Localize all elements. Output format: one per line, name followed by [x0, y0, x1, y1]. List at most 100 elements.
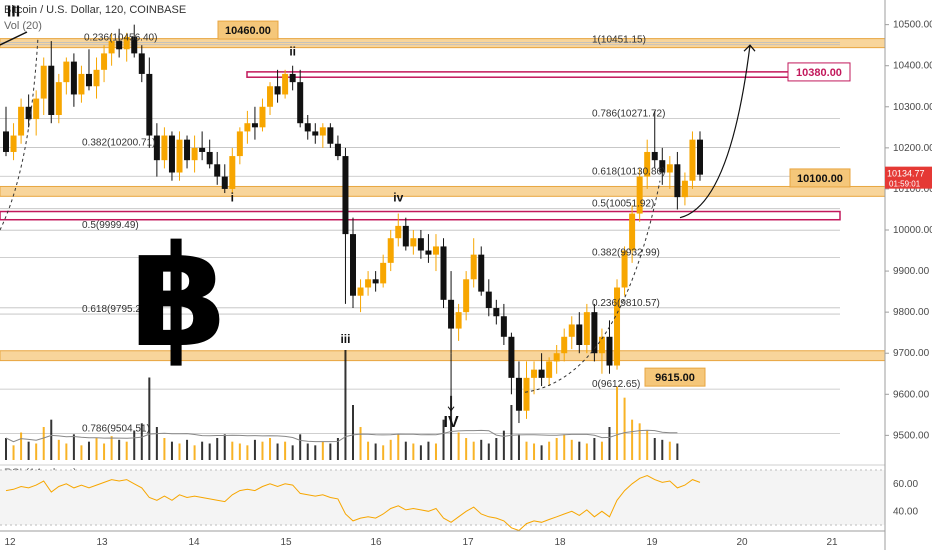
- volume-bar: [20, 432, 23, 460]
- candle-body: [63, 61, 70, 83]
- price-tick-label: 10300.00: [893, 102, 932, 113]
- candle-body: [131, 36, 138, 54]
- volume-bar: [246, 445, 249, 460]
- price-tick-label: 10500.00: [893, 20, 932, 31]
- candle-body: [651, 151, 658, 161]
- volume-bar: [35, 443, 38, 460]
- candle-body: [25, 106, 32, 120]
- volume-bar: [638, 423, 641, 460]
- volume-bar: [434, 443, 437, 460]
- volume-bar: [50, 419, 53, 460]
- volume-bar: [367, 441, 370, 460]
- bitcoin-glyph: ฿: [130, 216, 227, 379]
- fib-label: 0.5(9999.49): [82, 220, 139, 231]
- level-tag-text: 10460.00: [225, 25, 271, 37]
- time-tick-label: 14: [188, 537, 200, 548]
- candle-body: [629, 213, 636, 251]
- candle-body: [666, 164, 673, 173]
- volume-bar: [216, 438, 219, 460]
- resistance-box: [246, 71, 840, 78]
- candle-body: [3, 131, 9, 152]
- volume-bar: [646, 430, 649, 460]
- candle-body: [485, 291, 492, 309]
- projection-arrowhead: [743, 44, 756, 52]
- symbol-title: Bitcoin / U.S. Dollar, 120, COINBASE: [4, 4, 187, 16]
- candle-body: [674, 164, 681, 198]
- wave-label: ii: [289, 44, 296, 58]
- candle-body: [523, 377, 530, 411]
- volume-bar: [359, 427, 362, 460]
- wave-label: III: [7, 3, 20, 20]
- fib-label: 0.618(9795.27): [82, 304, 150, 315]
- volume-bar: [103, 443, 106, 460]
- wave-trend-line: [0, 31, 28, 46]
- price-tick-label: 9500.00: [893, 430, 930, 441]
- fib-label: 0.618(10130.86): [592, 166, 665, 177]
- bitcoin-logo: ฿: [130, 216, 227, 379]
- volume-bar: [600, 441, 603, 460]
- candle-body: [425, 250, 432, 255]
- volume-bar: [389, 439, 392, 460]
- volume-bar: [306, 443, 309, 460]
- volume-bar: [314, 445, 317, 460]
- candle-body: [236, 131, 243, 157]
- candle-body: [342, 156, 349, 235]
- candle-body: [267, 86, 274, 107]
- current-price-countdown: 01:59:01: [889, 180, 921, 189]
- time-tick-label: 19: [646, 537, 658, 548]
- fib-label: 0.786(9504.51): [82, 424, 150, 435]
- candle-body: [470, 254, 477, 280]
- wave-label: IV: [444, 414, 459, 431]
- volume-bar: [661, 439, 664, 460]
- volume-bar: [382, 445, 385, 460]
- candle-body: [297, 82, 304, 124]
- volume-bar: [238, 443, 241, 460]
- candle-body: [500, 316, 507, 337]
- volume-bar: [223, 434, 226, 460]
- candle-body: [221, 176, 228, 189]
- candle-body: [689, 139, 696, 181]
- volume-bar: [578, 441, 581, 460]
- price-tick-label: 10400.00: [893, 61, 932, 72]
- candle-body: [153, 135, 160, 161]
- volume-bar: [653, 438, 656, 460]
- volume-bar: [65, 443, 68, 460]
- candle-body: [417, 238, 424, 251]
- candle-body: [138, 53, 145, 74]
- candle-body: [636, 176, 643, 214]
- fib-label: 0.236(10456.40): [84, 33, 157, 44]
- volume-bar: [118, 439, 121, 460]
- candle-body: [576, 324, 583, 345]
- volume-bar: [495, 438, 498, 460]
- fib-label: 1(10451.15): [592, 35, 646, 46]
- price-tick-label: 10200.00: [893, 143, 932, 154]
- candle-body: [10, 135, 17, 152]
- volume-bar: [563, 434, 566, 460]
- volume-bar: [623, 397, 626, 460]
- candles-layer: [3, 24, 703, 424]
- candle-body: [681, 180, 688, 198]
- fib-label: 0.786(10271.72): [592, 108, 665, 119]
- candle-body: [334, 143, 341, 157]
- candle-body: [312, 131, 319, 136]
- volume-bar: [352, 405, 354, 460]
- level-tag-box: [789, 168, 851, 188]
- candle-body: [395, 225, 402, 239]
- candle-body: [614, 287, 621, 366]
- volume-bar: [201, 441, 204, 460]
- volume-bar: [299, 434, 302, 460]
- volume-bar: [548, 441, 551, 460]
- volume-bar: [608, 427, 611, 460]
- candle-body: [116, 41, 123, 50]
- volume-bar: [42, 427, 45, 460]
- time-tick-label: 12: [4, 537, 16, 548]
- volume-bar: [269, 438, 272, 460]
- candle-body: [40, 65, 47, 99]
- time-tick-label: 15: [280, 537, 292, 548]
- time-tick-label: 16: [370, 537, 382, 548]
- volume-bar: [170, 441, 173, 460]
- candle-body: [546, 361, 553, 378]
- volume-bar: [404, 441, 407, 460]
- volume-bar: [397, 434, 400, 460]
